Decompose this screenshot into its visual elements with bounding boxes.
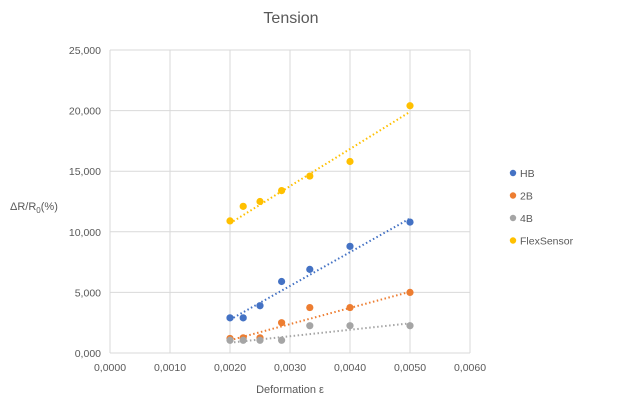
y-tick-label: 0,000 [75,348,101,360]
point-flexsensor [278,186,286,195]
y-tick-label: 25,000 [69,45,101,57]
legend-marker-2b [509,192,517,199]
data-points [226,102,414,344]
x-axis-ticks: 0,0000 0,0010 0,0020 0,0030 0,0040 0,0050 0,00… [94,362,486,374]
x-tick-label: 0,0050 [394,362,426,374]
legend-label-2b: 2B [520,191,533,203]
x-tick-label: 0,0000 [94,362,126,374]
x-tick-label: 0,0030 [274,362,306,374]
x-tick-label: 0,0020 [214,362,246,374]
x-tick-label: 0,0060 [454,362,486,374]
point-hb [256,302,264,310]
y-axis-label-tail: (%) [41,201,58,213]
point-hb [278,277,286,286]
legend-marker-flexsensor [509,237,517,244]
point-2b [406,288,414,296]
point-hb [226,314,234,322]
point-4b [256,336,264,344]
point-4b [239,336,247,344]
y-axis-label-main: ΔR/R [10,201,36,213]
point-flexsensor [256,197,264,206]
point-flexsensor [239,202,247,210]
point-2b [278,319,286,327]
legend: HB 2B 4B FlexSensor [509,168,574,248]
point-hb [306,265,314,273]
point-4b [226,336,234,344]
legend-label-flexsensor: FlexSensor [520,236,574,248]
point-hb [406,218,414,226]
x-tick-label: 0,0010 [154,362,186,374]
legend-label-4b: 4B [520,213,533,225]
point-4b [346,322,354,330]
y-axis-ticks: 0,000 5,000 10,000 15,000 20,000 25,000 [69,45,101,360]
trendline-flexsensor [229,110,411,225]
y-tick-label: 10,000 [69,227,101,239]
point-flexsensor [306,172,314,180]
point-4b [306,322,314,330]
point-flexsensor [346,157,354,166]
gridlines [109,49,471,354]
point-4b [406,322,414,330]
y-tick-label: 15,000 [69,166,101,178]
x-tick-label: 0,0040 [334,362,366,374]
point-4b [278,336,286,344]
point-2b [306,303,314,312]
point-flexsensor [226,217,234,225]
y-tick-label: 20,000 [69,106,101,118]
point-hb [239,314,247,322]
y-axis-label-subscript: 0 [36,206,41,215]
x-axis-label: Deformation ε [256,384,324,396]
y-tick-label: 5,000 [75,287,101,299]
trendline-2b [229,290,411,342]
point-flexsensor [406,102,414,110]
legend-marker-4b [509,214,517,222]
chart-title: Tension [263,10,318,27]
point-2b [346,303,354,312]
y-axis-label: ΔR/R0(%) [10,201,58,215]
point-hb [346,242,354,250]
trendline-hb [229,217,411,321]
trendlines [229,110,411,344]
legend-marker-hb [509,169,517,177]
legend-label-hb: HB [520,168,535,180]
